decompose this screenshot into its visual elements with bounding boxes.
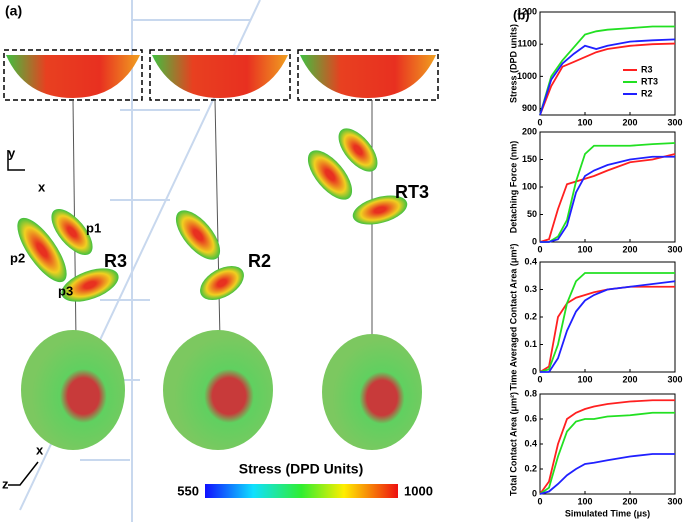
- series-line: [539, 285, 675, 373]
- x-tick-label: 100: [577, 496, 592, 506]
- series-line: [539, 38, 676, 116]
- y-tick-label: 0.1: [524, 339, 537, 349]
- panel-label: (a): [5, 3, 22, 19]
- series-line: [540, 142, 676, 243]
- series-line: [539, 272, 675, 373]
- particle-label: p1: [86, 220, 101, 235]
- plot-frame: [539, 11, 676, 116]
- x-tick-label: 0: [537, 244, 542, 254]
- y-tick-label: 0.2: [524, 311, 537, 321]
- axis-letter: x: [36, 442, 44, 457]
- y-axis-label: Time Averaged Contact Area (μm²): [508, 244, 518, 391]
- x-tick-label: 200: [622, 496, 637, 506]
- axis-letter: z: [2, 476, 9, 491]
- config-label: R2: [248, 251, 271, 271]
- panel-a-labels: (a) y x x z p1 p2 p3 R3 R2 RT3 Stress (D…: [2, 3, 530, 499]
- plot-frame: [539, 261, 676, 373]
- particle-label: p3: [58, 283, 73, 298]
- x-tick-label: 300: [667, 374, 682, 384]
- particle-label: p2: [10, 250, 25, 265]
- y-axis-label: Stress (DPD units): [508, 24, 518, 103]
- y-tick-label: 0.4: [524, 438, 537, 448]
- series-line: [539, 153, 676, 243]
- legend-label: R2: [641, 88, 653, 98]
- y-tick-label: 50: [527, 209, 537, 219]
- x-tick-label: 100: [577, 244, 592, 254]
- y-tick-label: 1000: [517, 71, 537, 81]
- axis-letter: y: [8, 145, 16, 160]
- series-line: [539, 399, 675, 495]
- y-tick-label: 0: [532, 236, 537, 246]
- series-line: [539, 42, 676, 116]
- x-tick-label: 100: [577, 117, 592, 127]
- y-tick-label: 0.8: [524, 388, 537, 398]
- series-line: [540, 155, 675, 243]
- y-tick-label: 0: [532, 366, 537, 376]
- x-tick-label: 300: [667, 496, 682, 506]
- legend-label: RT3: [641, 76, 658, 86]
- legend-label: R3: [641, 64, 653, 74]
- x-tick-label: 300: [667, 117, 682, 127]
- x-tick-label: 300: [667, 244, 682, 254]
- series-line: [539, 25, 675, 116]
- y-tick-label: 900: [522, 103, 537, 113]
- x-tick-label: 100: [577, 374, 592, 384]
- x-tick-label: 0: [537, 374, 542, 384]
- y-axis-label: Total Contact Area (μm²): [508, 392, 518, 496]
- plot-frame: [539, 131, 676, 243]
- plot-frame: [539, 393, 676, 495]
- y-tick-label: 0.2: [524, 463, 537, 473]
- x-tick-label: 200: [622, 117, 637, 127]
- series-line: [539, 453, 675, 495]
- config-label: RT3: [395, 182, 429, 202]
- colorbar-min: 550: [177, 483, 199, 498]
- config-label: R3: [104, 251, 127, 271]
- y-tick-label: 150: [522, 154, 537, 164]
- y-tick-label: 0.3: [524, 284, 537, 294]
- x-tick-label: 200: [622, 244, 637, 254]
- x-axis-label: Simulated Time (μs): [565, 508, 650, 518]
- y-tick-label: 1200: [517, 6, 537, 16]
- colorbar-max: 1000: [404, 483, 433, 498]
- y-tick-label: 0: [532, 488, 537, 498]
- panel-a-drawing: [3, 49, 439, 498]
- y-tick-label: 1100: [517, 39, 537, 49]
- y-tick-label: 100: [522, 181, 537, 191]
- series-line: [540, 280, 676, 373]
- x-tick-label: 0: [537, 496, 542, 506]
- y-axis-label: Detaching Force (nm): [508, 141, 518, 234]
- series-line: [539, 411, 675, 495]
- axis-letter: x: [38, 179, 46, 194]
- y-tick-label: 200: [522, 126, 537, 136]
- y-tick-label: 0.4: [524, 256, 537, 266]
- x-tick-label: 200: [622, 374, 637, 384]
- x-tick-label: 0: [537, 117, 542, 127]
- colorbar-title: Stress (DPD Units): [239, 461, 363, 477]
- y-tick-label: 0.6: [524, 413, 537, 423]
- panel-label: (b): [513, 7, 530, 22]
